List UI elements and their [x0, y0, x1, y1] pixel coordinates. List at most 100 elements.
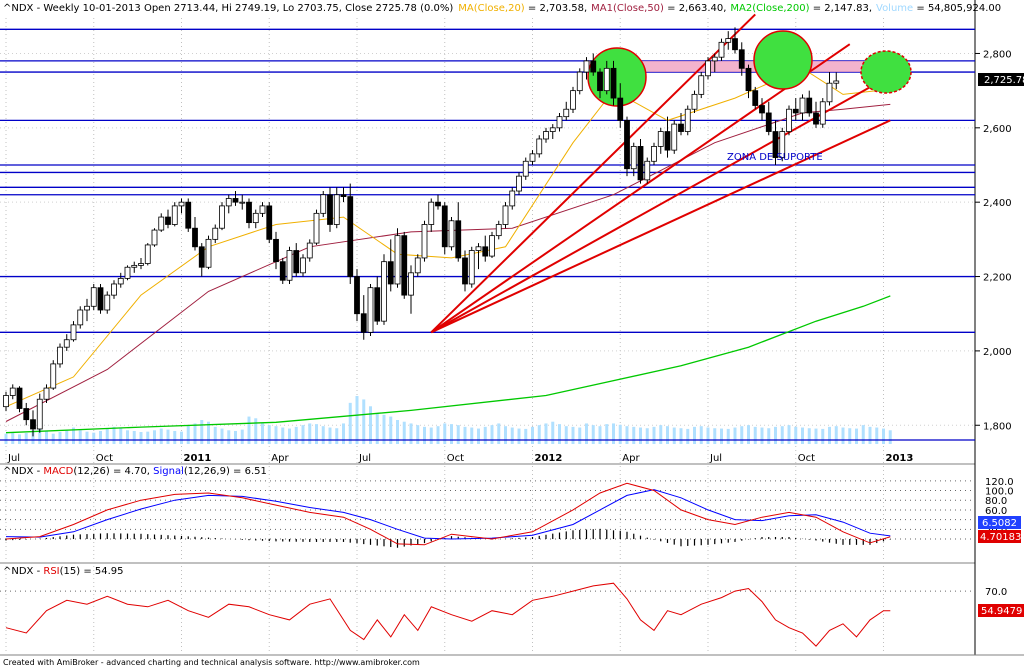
- candle: [428, 198, 435, 232]
- candle-body: [57, 346, 63, 365]
- candle: [394, 228, 401, 288]
- candle-body: [77, 309, 84, 326]
- candle: [286, 246, 293, 284]
- volume-bar: [294, 426, 298, 444]
- signal-badge: [978, 516, 1021, 529]
- volume-bar: [585, 423, 588, 444]
- candle-body: [657, 131, 664, 147]
- candle-body: [50, 363, 57, 389]
- candle: [111, 280, 117, 299]
- x-axis: Jul Oct 2011 Apr Jul Oct 2012 Apr Jul Oct 2013: [7, 453, 913, 464]
- volume-bar: [335, 428, 339, 444]
- volume-bar: [105, 428, 109, 444]
- candle: [165, 209, 171, 229]
- volume-bar: [402, 421, 406, 444]
- candle-body: [124, 266, 131, 279]
- volume-bar: [247, 416, 251, 444]
- candle-body: [448, 220, 455, 248]
- candle-body: [543, 131, 549, 140]
- candle-body: [745, 67, 752, 92]
- candle: [171, 202, 178, 227]
- candle: [117, 272, 124, 288]
- candle-body: [752, 90, 759, 106]
- volume-bar: [321, 426, 325, 444]
- rsi-tick-label: 70.0: [985, 587, 1007, 598]
- volume-bar: [429, 427, 433, 444]
- candle-body: [84, 305, 90, 311]
- ma2-label: MA2(Close,200): [730, 3, 809, 14]
- volume-bar: [267, 425, 271, 444]
- candle: [617, 83, 624, 128]
- candle: [705, 57, 711, 80]
- candle: [273, 231, 279, 270]
- candle: [36, 393, 43, 433]
- candle: [448, 217, 455, 251]
- volume-bar: [308, 423, 312, 444]
- candle-body: [279, 261, 286, 281]
- volume-bar: [760, 427, 764, 444]
- candle-body: [205, 238, 212, 268]
- volume-bar: [119, 428, 123, 444]
- volume-bar: [483, 426, 487, 444]
- rsi-header: ^NDX - RSI(15) = 54.95: [3, 566, 124, 577]
- volume-bar: [159, 428, 163, 444]
- volume-bar: [220, 428, 224, 444]
- candlestick-layer: [3, 27, 840, 437]
- candle-body: [590, 60, 597, 73]
- volume-bar: [571, 426, 575, 444]
- volume-bar: [31, 430, 35, 444]
- candle: [819, 98, 826, 128]
- rsi-panel: 70.0: [0, 582, 1007, 647]
- volume-bar: [416, 425, 420, 444]
- volume-bar: [261, 423, 264, 444]
- volume-bar: [834, 426, 838, 444]
- signal-label: Signal: [153, 466, 184, 477]
- candle: [529, 150, 536, 165]
- candle-body: [516, 175, 522, 192]
- candle-body: [833, 80, 840, 84]
- candle: [759, 98, 765, 121]
- candle-body: [212, 227, 219, 240]
- volume-bar: [355, 396, 359, 444]
- candle-body: [630, 146, 637, 170]
- candle-body: [259, 205, 266, 214]
- candle-body: [306, 242, 313, 259]
- candle-body: [16, 387, 23, 409]
- volume-bar: [632, 426, 636, 444]
- horizontal-lines-layer: [0, 28, 975, 441]
- candle: [205, 235, 212, 270]
- candle-body: [327, 194, 333, 225]
- volume-bar: [227, 430, 231, 444]
- volume-bar: [618, 424, 622, 444]
- candle-body: [786, 108, 792, 132]
- candle: [732, 27, 738, 54]
- volume-bar: [45, 430, 48, 444]
- candle-body: [428, 201, 435, 225]
- rsi-badge: [978, 604, 1024, 617]
- volume-bar: [544, 423, 548, 444]
- candle: [644, 157, 651, 184]
- ma1-label: MA1(Close,50): [591, 3, 664, 14]
- candle: [293, 243, 300, 277]
- last-price-value: 2,725.78: [984, 75, 1024, 86]
- candle: [435, 194, 441, 210]
- candle: [279, 257, 286, 284]
- volume-bar: [240, 429, 244, 444]
- volume-bar: [51, 433, 55, 444]
- candle: [563, 101, 570, 121]
- candle-body: [266, 205, 273, 240]
- rsi-badge-value: 54.9479: [981, 606, 1022, 617]
- volume-bar: [598, 426, 602, 444]
- candle: [313, 209, 320, 245]
- candle: [630, 142, 637, 177]
- candle: [84, 298, 90, 322]
- volume-bar: [153, 430, 156, 444]
- volume-bar: [679, 428, 683, 444]
- candle: [77, 306, 84, 329]
- candle: [30, 410, 36, 437]
- volume-bar: [315, 424, 318, 444]
- volume-bar: [65, 429, 69, 444]
- x-tick-label: Oct: [798, 453, 815, 464]
- candle-body: [468, 250, 475, 285]
